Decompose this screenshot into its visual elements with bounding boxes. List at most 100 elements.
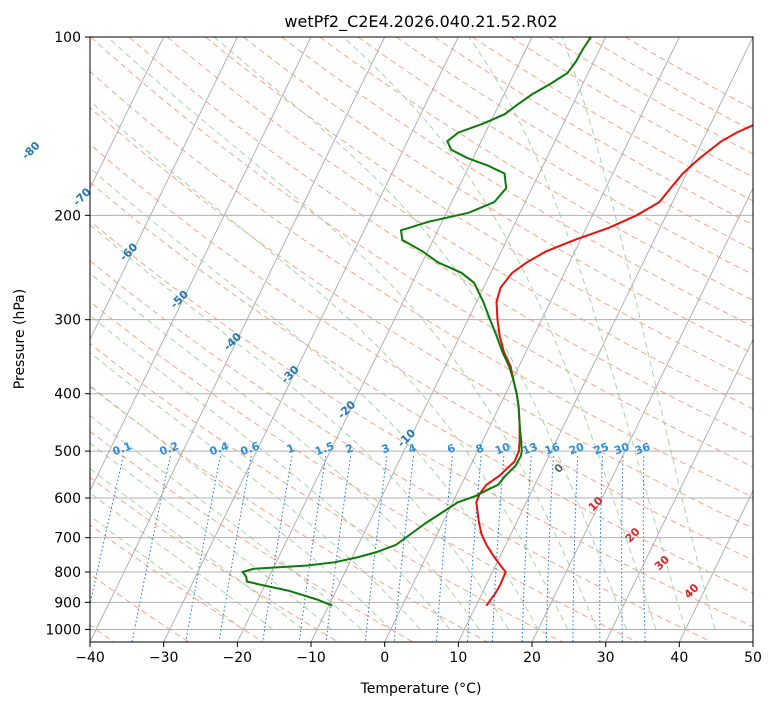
- moist-adiabat: [90, 515, 244, 630]
- dry-adiabat: [90, 300, 638, 642]
- profiles: [241, 37, 753, 607]
- x-tick-label: 30: [597, 650, 615, 666]
- mixing-ratio-line: [642, 456, 646, 642]
- moist-adiabat: [90, 314, 451, 630]
- y-tick-label: 600: [54, 491, 81, 507]
- dry-adiabat: [90, 342, 563, 642]
- y-tick-label: 300: [54, 313, 81, 329]
- dry-adiabat: [395, 37, 753, 251]
- x-tick-label: −20: [223, 650, 253, 666]
- background-lines: [90, 37, 753, 642]
- moist-adiabat: [90, 385, 392, 630]
- isotherm-line: [90, 37, 386, 642]
- dry-adiabat: [90, 181, 753, 594]
- mixing-ratio-line: [521, 456, 532, 642]
- mixing-ratio-line: [298, 456, 327, 642]
- moist-adiabat: [90, 442, 333, 630]
- mixing-ratio-label: 3: [380, 441, 392, 456]
- mixing-ratio-label: 25: [592, 440, 611, 457]
- mixing-ratio-line: [325, 456, 352, 642]
- dry-adiabat: [548, 37, 753, 155]
- dry-adiabat: [90, 143, 753, 561]
- mixing-ratio-line: [621, 456, 624, 642]
- dry-adiabat: [357, 37, 753, 276]
- isotherm-line: [90, 37, 165, 190]
- dry-adiabat: [90, 524, 264, 642]
- mixing-ratio-label: 4: [406, 441, 418, 456]
- x-tick-label: −40: [75, 650, 105, 666]
- mixing-ratio-line: [90, 456, 124, 607]
- moist-adiabat: [90, 224, 510, 630]
- dry-adiabat: [90, 70, 753, 498]
- x-tick-label: 0: [380, 650, 389, 666]
- y-tick-label: 400: [54, 387, 81, 403]
- mixing-ratio-label: 1.5: [313, 439, 336, 458]
- isotherm-line: [384, 37, 680, 642]
- moist-adiabat: [90, 272, 480, 630]
- isotherm-line: [236, 37, 533, 642]
- dry-adiabat: [90, 386, 488, 642]
- mixing-ratio-label: 0.2: [158, 439, 181, 458]
- mixing-ratio-label: 13: [521, 440, 540, 457]
- moist-adiabat: [90, 414, 362, 630]
- mixing-ratio-label: 6: [445, 441, 457, 456]
- chart-title: wetPf2_C2E4.2026.040.21.52.R02: [284, 12, 557, 32]
- mixing-ratio-label: 0.1: [111, 439, 134, 458]
- moist-adiabat: [213, 37, 627, 630]
- isotherm-line: [90, 37, 238, 341]
- y-tick-label: 700: [54, 531, 81, 547]
- isotherm-line: [310, 37, 607, 642]
- x-tick-label: 40: [670, 650, 688, 666]
- moist-adiabat: [90, 167, 539, 630]
- y-axis-label: Pressure (hPa): [12, 289, 28, 389]
- mixing-ratio-label: 0.4: [208, 439, 231, 458]
- mixing-ratio-line: [262, 456, 293, 642]
- x-axis-label: Temperature (°C): [360, 681, 482, 697]
- x-tick-label: 50: [744, 650, 762, 666]
- moist-adiabat: [468, 37, 686, 630]
- mixing-ratio-line: [572, 456, 579, 642]
- isotherm-line: [678, 489, 753, 642]
- isotherm-line: [531, 187, 753, 642]
- moist-adiabat: [561, 37, 716, 630]
- mixing-ratio-label: 20: [567, 440, 586, 458]
- y-tick-label: 500: [54, 444, 81, 460]
- dry-adiabat: [90, 476, 339, 642]
- moist-adiabat: [90, 100, 569, 630]
- mixing-ratio-label: 8: [474, 441, 486, 456]
- dry-adiabat: [90, 220, 753, 628]
- x-tick-label: 10: [449, 650, 467, 666]
- x-tick-label: −30: [149, 650, 179, 666]
- mixing-ratio-label: 36: [633, 440, 652, 458]
- mixing-ratio-line: [599, 456, 603, 642]
- mixing-ratio-label: 16: [543, 440, 562, 458]
- isotherm-line: [90, 37, 312, 492]
- dry-adiabat: [90, 430, 414, 642]
- y-tick-label: 900: [54, 595, 81, 611]
- axis-ticks: −40 −30 −20 −10 0 10 20 30 40 5010020030040050060…: [45, 30, 762, 666]
- mixing-ratio-label: 0.6: [239, 439, 262, 458]
- mixing-ratio-label: 2: [344, 441, 356, 456]
- mixing-ratio-line: [545, 456, 554, 642]
- y-tick-label: 100: [54, 30, 81, 46]
- mixing-ratio-label: 10: [493, 440, 512, 458]
- isotherm-line: [605, 338, 753, 642]
- moist-adiabat: [90, 467, 303, 630]
- y-tick-label: 200: [54, 208, 81, 224]
- dry-adiabat: [243, 37, 753, 354]
- mixing-ratio-label: 30: [612, 440, 631, 458]
- x-tick-label: −10: [296, 650, 326, 666]
- mixing-ratio-line: [218, 456, 252, 642]
- moist-adiabat: [107, 37, 598, 630]
- x-tick-label: 20: [523, 650, 541, 666]
- dry-adiabat: [472, 37, 753, 202]
- y-tick-label: 1000: [45, 622, 81, 638]
- moist-adiabat: [90, 351, 421, 630]
- moist-adiabat: [342, 37, 657, 630]
- y-tick-label: 800: [54, 565, 81, 581]
- temperature-profile-line: [475, 124, 753, 607]
- dry-adiabat: [166, 37, 753, 410]
- isotherm-line: [457, 37, 753, 642]
